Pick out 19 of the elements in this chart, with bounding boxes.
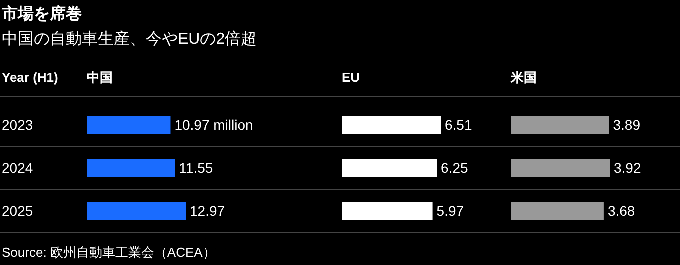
- y-tick-label: 2023: [2, 117, 34, 133]
- text: 米国: [510, 70, 537, 85]
- data-label: 11.55: [179, 160, 214, 176]
- text: EU: [342, 70, 360, 85]
- data-label: 6.51: [445, 117, 472, 133]
- text: 中国: [87, 70, 113, 85]
- data-label: 5.97: [436, 203, 464, 219]
- y-axis-title: Year (H1): [2, 70, 58, 85]
- y-tick-label: 2024: [2, 160, 34, 176]
- data-label: 3.92: [614, 160, 642, 176]
- chart-subtitle: 中国の自動車生産、今やEUの2倍超: [2, 30, 258, 48]
- y-tick-label: 2025: [2, 203, 34, 219]
- data-label: 12.97: [190, 203, 226, 219]
- source-note: Source: 欧州自動車工業会（ACEA）: [2, 245, 216, 260]
- data-label: 10.97 million: [174, 117, 254, 133]
- chart-title: 市場を席巻: [1, 4, 82, 23]
- data-label: 3.68: [608, 203, 636, 219]
- data-label: 3.89: [613, 117, 641, 133]
- data-label: 6.25: [441, 160, 469, 176]
